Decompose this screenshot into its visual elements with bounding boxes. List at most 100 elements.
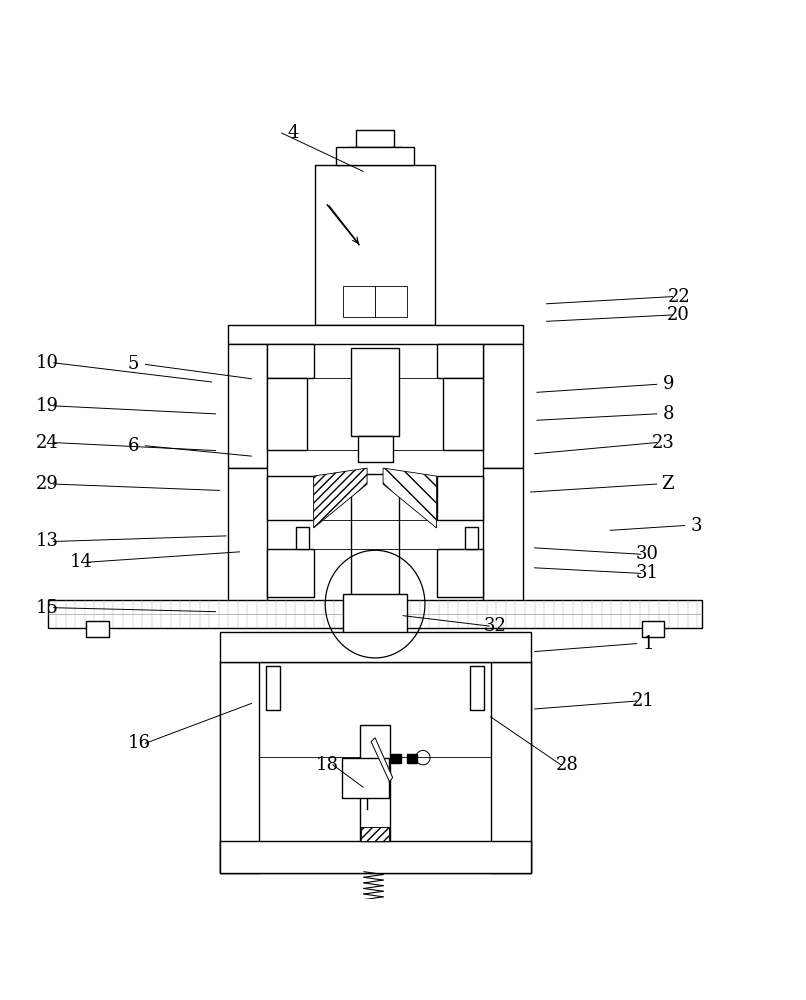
Bar xyxy=(219,632,530,662)
Bar xyxy=(360,725,390,841)
Text: 21: 21 xyxy=(631,692,654,710)
Bar xyxy=(491,662,530,873)
Bar xyxy=(642,621,664,637)
Bar xyxy=(437,549,483,597)
Bar xyxy=(391,754,401,763)
Bar xyxy=(361,827,389,841)
Polygon shape xyxy=(383,468,437,528)
Text: 24: 24 xyxy=(36,434,59,452)
Text: Z: Z xyxy=(662,475,674,493)
Bar xyxy=(437,344,483,378)
Bar xyxy=(358,436,393,462)
Bar xyxy=(342,758,389,798)
Bar xyxy=(266,666,280,710)
Text: 8: 8 xyxy=(663,405,674,423)
Bar xyxy=(391,147,402,160)
Bar xyxy=(219,662,530,873)
Bar xyxy=(268,344,314,378)
Text: 5: 5 xyxy=(128,355,139,373)
Bar xyxy=(315,165,435,325)
Bar xyxy=(348,147,359,160)
Bar xyxy=(642,621,664,637)
Text: 28: 28 xyxy=(555,756,579,774)
Bar xyxy=(227,344,268,468)
Bar xyxy=(268,549,314,597)
Text: 15: 15 xyxy=(36,599,59,617)
Bar xyxy=(351,348,399,436)
Bar xyxy=(465,527,478,549)
Bar xyxy=(358,436,393,462)
Bar xyxy=(343,594,407,633)
Bar xyxy=(483,468,522,604)
Bar xyxy=(268,476,314,520)
Text: 1: 1 xyxy=(642,635,654,653)
Text: 16: 16 xyxy=(128,734,151,752)
Bar xyxy=(343,594,407,633)
Text: 6: 6 xyxy=(128,437,139,455)
Bar xyxy=(407,754,417,763)
Text: 29: 29 xyxy=(36,475,59,493)
Bar xyxy=(227,344,268,468)
Bar xyxy=(351,474,399,597)
Bar xyxy=(343,286,375,317)
Bar xyxy=(268,344,314,378)
Text: 31: 31 xyxy=(635,564,659,582)
Bar xyxy=(48,600,702,628)
Text: 22: 22 xyxy=(667,288,690,306)
Bar xyxy=(268,549,314,597)
Bar xyxy=(483,344,522,468)
Text: 19: 19 xyxy=(36,397,59,415)
Bar xyxy=(375,286,407,317)
Bar xyxy=(391,147,402,160)
Bar xyxy=(227,325,522,344)
Bar xyxy=(296,527,309,549)
Bar xyxy=(356,130,394,147)
Polygon shape xyxy=(314,468,367,528)
Polygon shape xyxy=(371,738,393,782)
Text: 3: 3 xyxy=(691,517,702,535)
Bar xyxy=(296,527,309,549)
Bar xyxy=(315,165,435,325)
Bar xyxy=(356,130,394,147)
Bar xyxy=(86,621,109,637)
Bar xyxy=(470,666,484,710)
Bar xyxy=(437,344,483,378)
Bar xyxy=(268,476,314,520)
Bar xyxy=(348,147,359,160)
Bar xyxy=(86,621,109,637)
Text: 23: 23 xyxy=(651,434,674,452)
Bar xyxy=(360,725,390,841)
Text: 30: 30 xyxy=(635,545,659,563)
Bar xyxy=(442,378,483,450)
Bar xyxy=(219,632,530,662)
Text: 10: 10 xyxy=(36,354,59,372)
Bar xyxy=(351,348,399,436)
Bar xyxy=(227,468,268,604)
Text: 32: 32 xyxy=(484,617,507,635)
Bar xyxy=(48,600,702,628)
Bar xyxy=(465,527,478,549)
Bar xyxy=(491,662,530,873)
Bar xyxy=(336,147,414,165)
Bar xyxy=(351,474,399,597)
Bar xyxy=(227,325,522,344)
Bar xyxy=(268,378,307,450)
Bar xyxy=(268,378,307,450)
Bar xyxy=(470,666,484,710)
Bar xyxy=(219,841,530,873)
Bar xyxy=(483,468,522,604)
Bar xyxy=(219,662,260,873)
Bar xyxy=(219,662,260,873)
Text: 20: 20 xyxy=(667,306,690,324)
Bar xyxy=(437,549,483,597)
Bar xyxy=(442,378,483,450)
Bar xyxy=(227,468,268,604)
Text: 14: 14 xyxy=(69,553,93,571)
Bar xyxy=(437,476,483,520)
Text: 13: 13 xyxy=(36,532,59,550)
Text: 9: 9 xyxy=(663,375,674,393)
Bar xyxy=(266,666,280,710)
Text: 18: 18 xyxy=(315,756,339,774)
Text: 4: 4 xyxy=(288,124,299,142)
Bar xyxy=(336,147,414,165)
